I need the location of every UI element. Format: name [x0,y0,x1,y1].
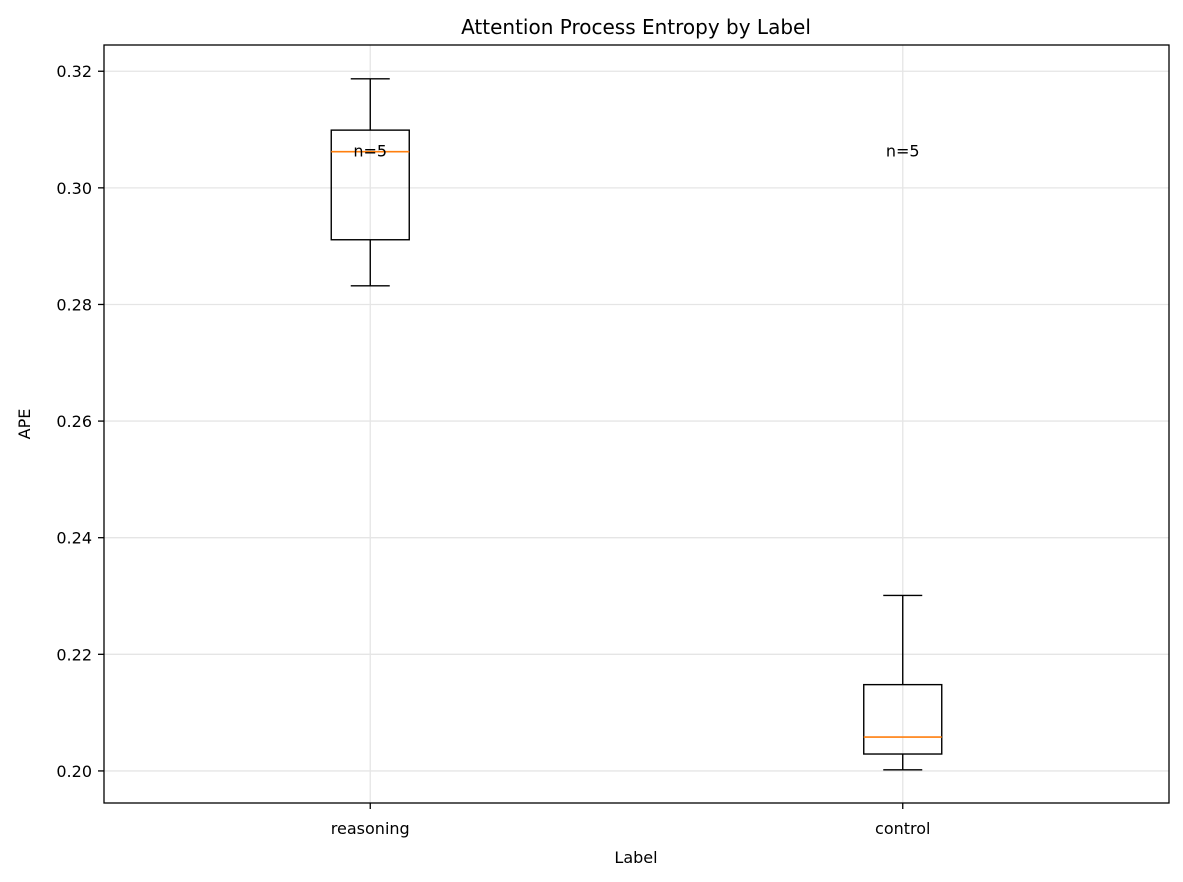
y-axis-label: APE [15,409,34,440]
annotations: n=5 n=5 [353,142,919,161]
axes: 0.20 0.22 0.24 0.26 0.28 0.30 0.32 reasoning con… [56,62,930,838]
y-tick-label: 0.32 [56,62,92,81]
chart-title: Attention Process Entropy by Label [461,15,811,39]
iqr-box [330,129,410,241]
y-tick-label: 0.24 [56,529,92,548]
box-reasoning [330,78,410,287]
sample-size-annotation: n=5 [353,142,387,161]
y-tick-label: 0.22 [56,645,92,664]
y-tick-label: 0.30 [56,179,92,198]
plot-frame [103,44,1170,804]
iqr-box [863,683,943,755]
sample-size-annotation: n=5 [886,142,920,161]
y-tick-label: 0.26 [56,412,92,431]
x-axis-label: Label [614,848,657,867]
y-tick-label: 0.20 [56,762,92,781]
grid-lines [104,45,1169,803]
box-control [863,594,943,771]
x-tick-label: reasoning [331,819,410,838]
y-tick-label: 0.28 [56,295,92,314]
box-plots [330,78,943,771]
x-tick-label: control [875,819,930,838]
